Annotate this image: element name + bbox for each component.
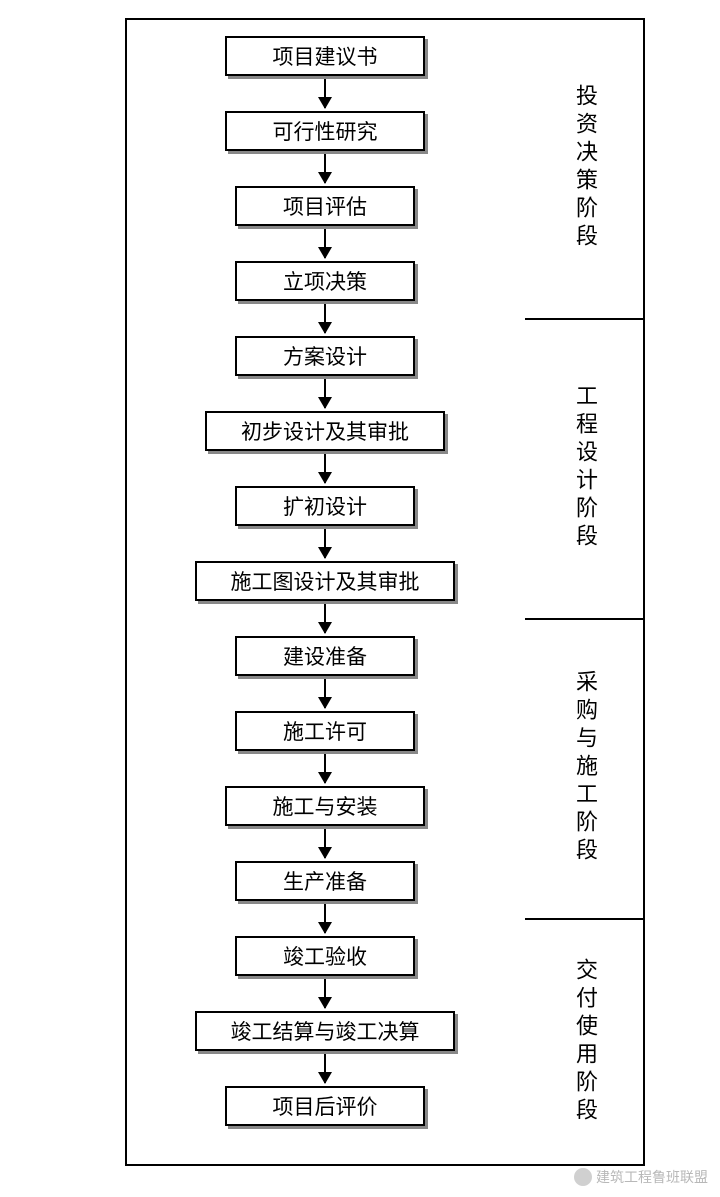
node-label: 施工图设计及其审批	[231, 566, 420, 596]
flow-arrow	[324, 979, 326, 1008]
flow-node: 建设准备	[235, 636, 415, 676]
node-label: 竣工验收	[283, 941, 367, 971]
flow-arrow	[324, 829, 326, 858]
node-label: 方案设计	[283, 341, 367, 371]
phase-label: 采购与施工阶段	[525, 618, 645, 918]
flow-node: 方案设计	[235, 336, 415, 376]
flow-node: 生产准备	[235, 861, 415, 901]
phase-text: 采购与施工阶段	[569, 670, 601, 866]
flow-arrow	[324, 904, 326, 933]
node-label: 施工许可	[283, 716, 367, 746]
flow-arrow	[324, 304, 326, 333]
watermark-text: 建筑工程鲁班联盟	[596, 1167, 708, 1187]
node-label: 项目评估	[283, 191, 367, 221]
flow-arrow	[324, 754, 326, 783]
flow-arrow	[324, 529, 326, 558]
flow-arrow	[324, 604, 326, 633]
flow-node: 初步设计及其审批	[205, 411, 445, 451]
flow-arrow	[324, 454, 326, 483]
node-label: 生产准备	[283, 866, 367, 896]
phase-text: 交付使用阶段	[569, 958, 601, 1126]
phase-text: 工程设计阶段	[569, 384, 601, 552]
node-label: 初步设计及其审批	[241, 416, 409, 446]
phase-label: 交付使用阶段	[525, 918, 645, 1166]
flow-node: 可行性研究	[225, 111, 425, 151]
flow-node: 项目评估	[235, 186, 415, 226]
node-label: 可行性研究	[273, 116, 378, 146]
flow-arrow	[324, 229, 326, 258]
flow-node: 施工图设计及其审批	[195, 561, 455, 601]
flow-node: 项目建议书	[225, 36, 425, 76]
flow-arrow	[324, 79, 326, 108]
node-label: 施工与安装	[273, 791, 378, 821]
node-label: 扩初设计	[283, 491, 367, 521]
flow-node: 扩初设计	[235, 486, 415, 526]
diagram-container: 项目建议书 可行性研究 项目评估 立项决策 方案设计 初步设计及其审批 扩初设计…	[50, 8, 670, 1178]
flow-column: 项目建议书 可行性研究 项目评估 立项决策 方案设计 初步设计及其审批 扩初设计…	[125, 8, 525, 1178]
node-label: 建设准备	[283, 641, 367, 671]
phase-label: 工程设计阶段	[525, 318, 645, 618]
phase-text: 投资决策阶段	[569, 84, 601, 252]
node-label: 项目后评价	[273, 1091, 378, 1121]
node-label: 项目建议书	[273, 41, 378, 71]
flow-node: 项目后评价	[225, 1086, 425, 1126]
flow-node: 立项决策	[235, 261, 415, 301]
flow-node: 施工许可	[235, 711, 415, 751]
phase-label: 投资决策阶段	[525, 18, 645, 318]
flow-arrow	[324, 679, 326, 708]
node-label: 立项决策	[283, 266, 367, 296]
flow-node: 竣工验收	[235, 936, 415, 976]
watermark-icon	[574, 1168, 592, 1186]
flow-arrow	[324, 154, 326, 183]
flow-node: 竣工结算与竣工决算	[195, 1011, 455, 1051]
node-label: 竣工结算与竣工决算	[231, 1016, 420, 1046]
flow-arrow	[324, 1054, 326, 1083]
flow-node: 施工与安装	[225, 786, 425, 826]
watermark: 建筑工程鲁班联盟	[574, 1167, 708, 1187]
flow-arrow	[324, 379, 326, 408]
